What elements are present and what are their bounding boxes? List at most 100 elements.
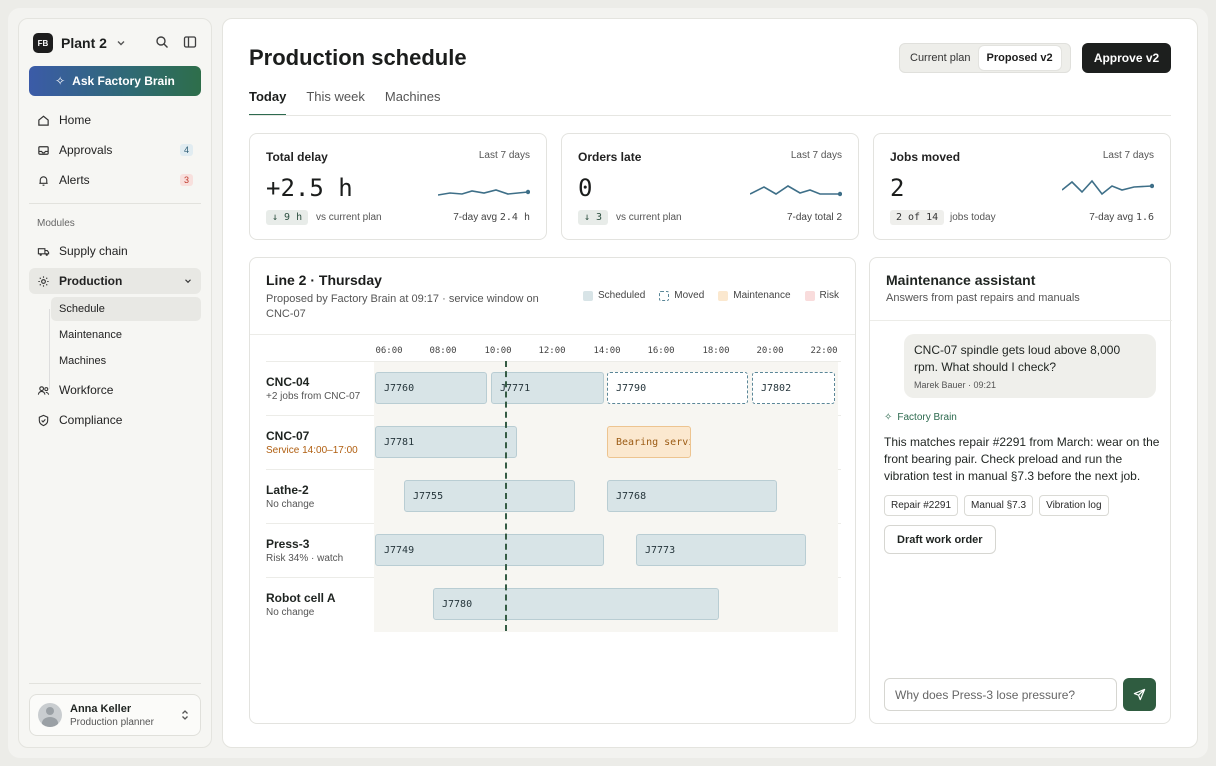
hour-label: 12:00 — [538, 346, 566, 356]
divider — [29, 203, 201, 204]
tab-machines[interactable]: Machines — [384, 89, 441, 104]
kpi-footer: 7-day avg 1.6 — [1089, 212, 1154, 223]
citation-chip[interactable]: Vibration log — [1039, 495, 1109, 516]
schedule-gantt: Line 2 · Thursday Proposed by Factory Br… — [249, 257, 856, 724]
truck-icon — [37, 247, 50, 256]
job-bar[interactable]: J7781 — [375, 426, 517, 458]
hour-label: 16:00 — [647, 346, 675, 356]
plan-option-current[interactable]: Current plan — [910, 52, 971, 64]
send-button[interactable] — [1123, 678, 1156, 711]
job-bar[interactable]: J7773 — [636, 534, 806, 566]
legend-swatch-maintenance — [718, 290, 729, 301]
assistant-title: Maintenance assistant — [886, 272, 1036, 288]
nav-label: Home — [59, 113, 92, 127]
delta-note: vs current plan — [616, 212, 682, 223]
approve-button[interactable]: Approve v2 — [1082, 43, 1171, 73]
kpi-orders-late: Orders late Last 7 days 0 ↓ 3 vs current… — [561, 133, 859, 240]
nav-item-workforce[interactable]: Workforce — [29, 377, 201, 403]
tab-today[interactable]: Today — [249, 89, 287, 116]
assistant-name: Factory Brain — [897, 412, 957, 423]
resource-note: Risk 34% · watch — [266, 553, 344, 564]
nav-item-production[interactable]: Production — [29, 268, 201, 294]
citation-chip[interactable]: Manual §7.3 — [964, 495, 1034, 516]
hour-label: 06:00 — [375, 346, 403, 356]
hour-label: 08:00 — [429, 346, 457, 356]
kpi-value: 0 — [578, 174, 593, 202]
subnav-machines[interactable]: Machines — [59, 355, 107, 367]
nav-label: Workforce — [59, 383, 114, 397]
resource-note: No change — [266, 499, 315, 510]
maintenance-assistant: Maintenance assistant Answers from past … — [869, 257, 1172, 724]
workspace-switcher[interactable]: FB Plant 2 — [33, 33, 127, 53]
kpi-label: Total delay — [266, 150, 328, 164]
assistant-label: ✧ Factory Brain — [884, 412, 957, 423]
kpi-footer-value: 2 — [836, 212, 842, 223]
nav-label: Approvals — [59, 143, 113, 157]
legend-item: Scheduled — [583, 290, 645, 301]
kpi-value: +2.5 h — [266, 174, 353, 202]
jobs-chip: 2 of 14 — [890, 210, 945, 225]
resource-name: Lathe-2 — [266, 483, 309, 497]
kpi-jobs-moved: Jobs moved Last 7 days 2 2 of 14 jobs to… — [873, 133, 1171, 240]
job-bar[interactable]: J7755 — [404, 480, 575, 512]
user-menu[interactable]: Anna Keller Production planner — [29, 694, 201, 736]
gantt-legend: Scheduled Moved Maintenance Risk — [583, 290, 839, 301]
search-icon[interactable] — [155, 35, 169, 49]
job-bar[interactable]: J7768 — [607, 480, 777, 512]
citation-chip[interactable]: Repair #2291 — [884, 495, 959, 516]
nav-item-home[interactable]: Home — [29, 107, 201, 133]
sidebar-toggle-icon[interactable] — [183, 35, 197, 49]
row-divider — [266, 361, 841, 362]
legend-swatch-moved — [659, 290, 670, 301]
user-role: Production planner — [70, 716, 154, 728]
sparkline — [750, 185, 842, 197]
user-message-text: CNC-07 spindle gets loud above 8,000 rpm… — [914, 343, 1121, 374]
maintenance-bar[interactable]: Bearing servi — [607, 426, 691, 458]
assistant-input[interactable]: Why does Press-3 lose pressure? — [884, 678, 1117, 711]
workspace-logo: FB — [33, 33, 53, 53]
approvals-count-badge: 4 — [179, 144, 193, 156]
job-bar-moved[interactable]: J7802 — [752, 372, 835, 404]
modules-heading: Modules — [37, 218, 75, 229]
resource-name: CNC-07 — [266, 429, 310, 443]
plan-switcher: Current plan Proposed v2 — [899, 43, 1071, 73]
kpi-value: 2 — [890, 174, 905, 202]
user-message-bubble: CNC-07 spindle gets loud above 8,000 rpm… — [904, 334, 1156, 398]
kpi-label: Orders late — [578, 150, 642, 164]
subnav-schedule[interactable]: Schedule — [51, 297, 201, 321]
resource-name: Robot cell A — [266, 591, 336, 605]
sparkle-icon: ✧ — [55, 74, 66, 88]
kpi-footer-value: 1.6 — [1135, 212, 1154, 223]
user-name: Anna Keller — [70, 702, 132, 715]
nav-item-compliance[interactable]: Compliance — [29, 407, 201, 433]
job-bar[interactable]: J7771 — [491, 372, 604, 404]
hour-label: 10:00 — [484, 346, 512, 356]
nav-label: Supply chain — [59, 244, 128, 258]
legend-label: Scheduled — [598, 290, 646, 301]
job-bar[interactable]: J7760 — [375, 372, 487, 404]
ask-factory-brain-button[interactable]: ✧ Ask Factory Brain — [29, 66, 201, 96]
nav-item-alerts[interactable]: Alerts 3 — [29, 167, 201, 193]
page-title: Production schedule — [249, 45, 467, 70]
gantt-subtitle: Proposed by Factory Brain at 09:17 · ser… — [266, 293, 539, 320]
tab-this-week[interactable]: This week — [306, 89, 365, 104]
resource-name: Press-3 — [266, 537, 310, 551]
draft-work-order-button[interactable]: Draft work order — [884, 525, 996, 554]
resource-note: +2 jobs from CNC-07 — [266, 391, 361, 402]
ask-button-label: Ask Factory Brain — [72, 74, 175, 88]
sparkle-icon: ✧ — [884, 412, 893, 423]
chevron-updown-icon — [182, 710, 188, 720]
submenu-guide — [49, 309, 50, 389]
job-bar[interactable]: J7749 — [375, 534, 604, 566]
job-bar[interactable]: J7780 — [433, 588, 719, 620]
user-message-meta: Marek Bauer · 09:21 — [914, 380, 997, 390]
nav-item-approvals[interactable]: Approvals 4 — [29, 137, 201, 163]
subnav-maintenance[interactable]: Maintenance — [59, 329, 122, 341]
legend-label: Maintenance — [733, 290, 791, 301]
sidebar: FB Plant 2 ✧ Ask Factory Brain Home Appr… — [18, 18, 212, 748]
kpi-total-delay: Total delay Last 7 days +2.5 h ↓ 9 h vs … — [249, 133, 547, 240]
divider — [29, 683, 201, 684]
nav-item-supply-chain[interactable]: Supply chain — [29, 238, 201, 264]
job-bar-moved[interactable]: J7790 — [607, 372, 748, 404]
plan-option-proposed[interactable]: Proposed v2 — [978, 46, 1061, 70]
